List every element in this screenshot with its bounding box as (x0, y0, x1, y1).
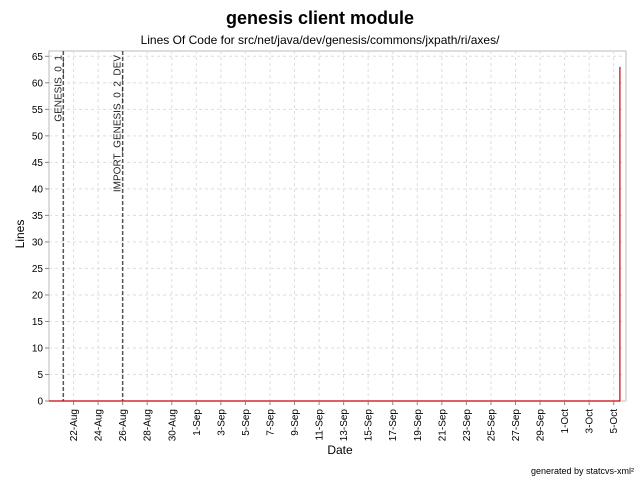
version-markers: GENESIS_0_1 IMPORT_GENESIS_0_2_DEV (53, 51, 124, 401)
x-tick-label: 22-Aug (69, 409, 80, 441)
y-tick-label: 55 (32, 105, 44, 116)
x-tick-label: 30-Aug (167, 409, 178, 441)
x-tick-label: 25-Sep (486, 409, 497, 442)
version-marker-label: GENESIS_0_1 (53, 55, 64, 122)
x-tick-label: 9-Sep (290, 409, 301, 436)
x-tick-label: 29-Sep (536, 409, 547, 442)
y-tick-label: 45 (32, 158, 44, 169)
y-tick-label: 20 (32, 290, 44, 301)
y-axis-label: Lines (13, 220, 27, 249)
y-tick-label: 5 (37, 370, 43, 381)
chart-subtitle: Lines Of Code for src/net/java/dev/genes… (141, 33, 501, 47)
series-line (49, 66, 621, 402)
y-axis: 0 5 10 15 20 25 30 35 40 45 50 55 60 65 (32, 52, 49, 408)
y-tick-label: 65 (32, 52, 44, 63)
x-tick-label: 15-Sep (364, 409, 375, 442)
footer-credit: generated by statcvs-xml² (531, 466, 634, 476)
x-tick-label: 7-Sep (265, 409, 276, 436)
grid (49, 51, 626, 402)
x-tick-label: 19-Sep (413, 409, 424, 442)
x-tick-label: 1-Oct (560, 409, 571, 434)
x-tick-label: 5-Sep (241, 409, 252, 436)
y-tick-label: 0 (37, 397, 43, 408)
x-tick-label: 26-Aug (118, 409, 129, 441)
x-axis-label: Date (327, 443, 353, 457)
plot-area (48, 50, 627, 402)
series (49, 66, 621, 402)
x-tick-label: 3-Oct (585, 409, 596, 434)
y-tick-label: 60 (32, 78, 44, 89)
y-tick-label: 10 (32, 343, 44, 354)
x-tick-label: 23-Sep (462, 409, 473, 442)
x-tick-label: 11-Sep (315, 409, 326, 441)
version-marker-label: IMPORT_GENESIS_0_2_DEV (113, 55, 124, 192)
x-tick-label: 3-Sep (216, 409, 227, 436)
x-tick-label: 24-Aug (94, 409, 105, 441)
y-tick-label: 15 (32, 317, 44, 328)
chart-title: genesis client module (226, 8, 414, 28)
x-tick-label: 13-Sep (339, 409, 350, 442)
x-axis: 22-Aug 24-Aug 26-Aug 28-Aug 30-Aug 1-Sep 3-Sep… (69, 401, 620, 441)
x-tick-label: 1-Sep (192, 409, 203, 436)
x-tick-label: 5-Oct (609, 409, 620, 434)
x-tick-label: 28-Aug (143, 409, 154, 441)
x-tick-label: 21-Sep (437, 409, 448, 442)
y-tick-label: 50 (32, 131, 44, 142)
y-tick-label: 30 (32, 237, 44, 248)
x-tick-label: 17-Sep (388, 409, 399, 442)
y-tick-label: 35 (32, 211, 44, 222)
x-tick-label: 27-Sep (511, 409, 522, 442)
y-tick-label: 40 (32, 184, 44, 195)
y-tick-label: 25 (32, 264, 44, 275)
